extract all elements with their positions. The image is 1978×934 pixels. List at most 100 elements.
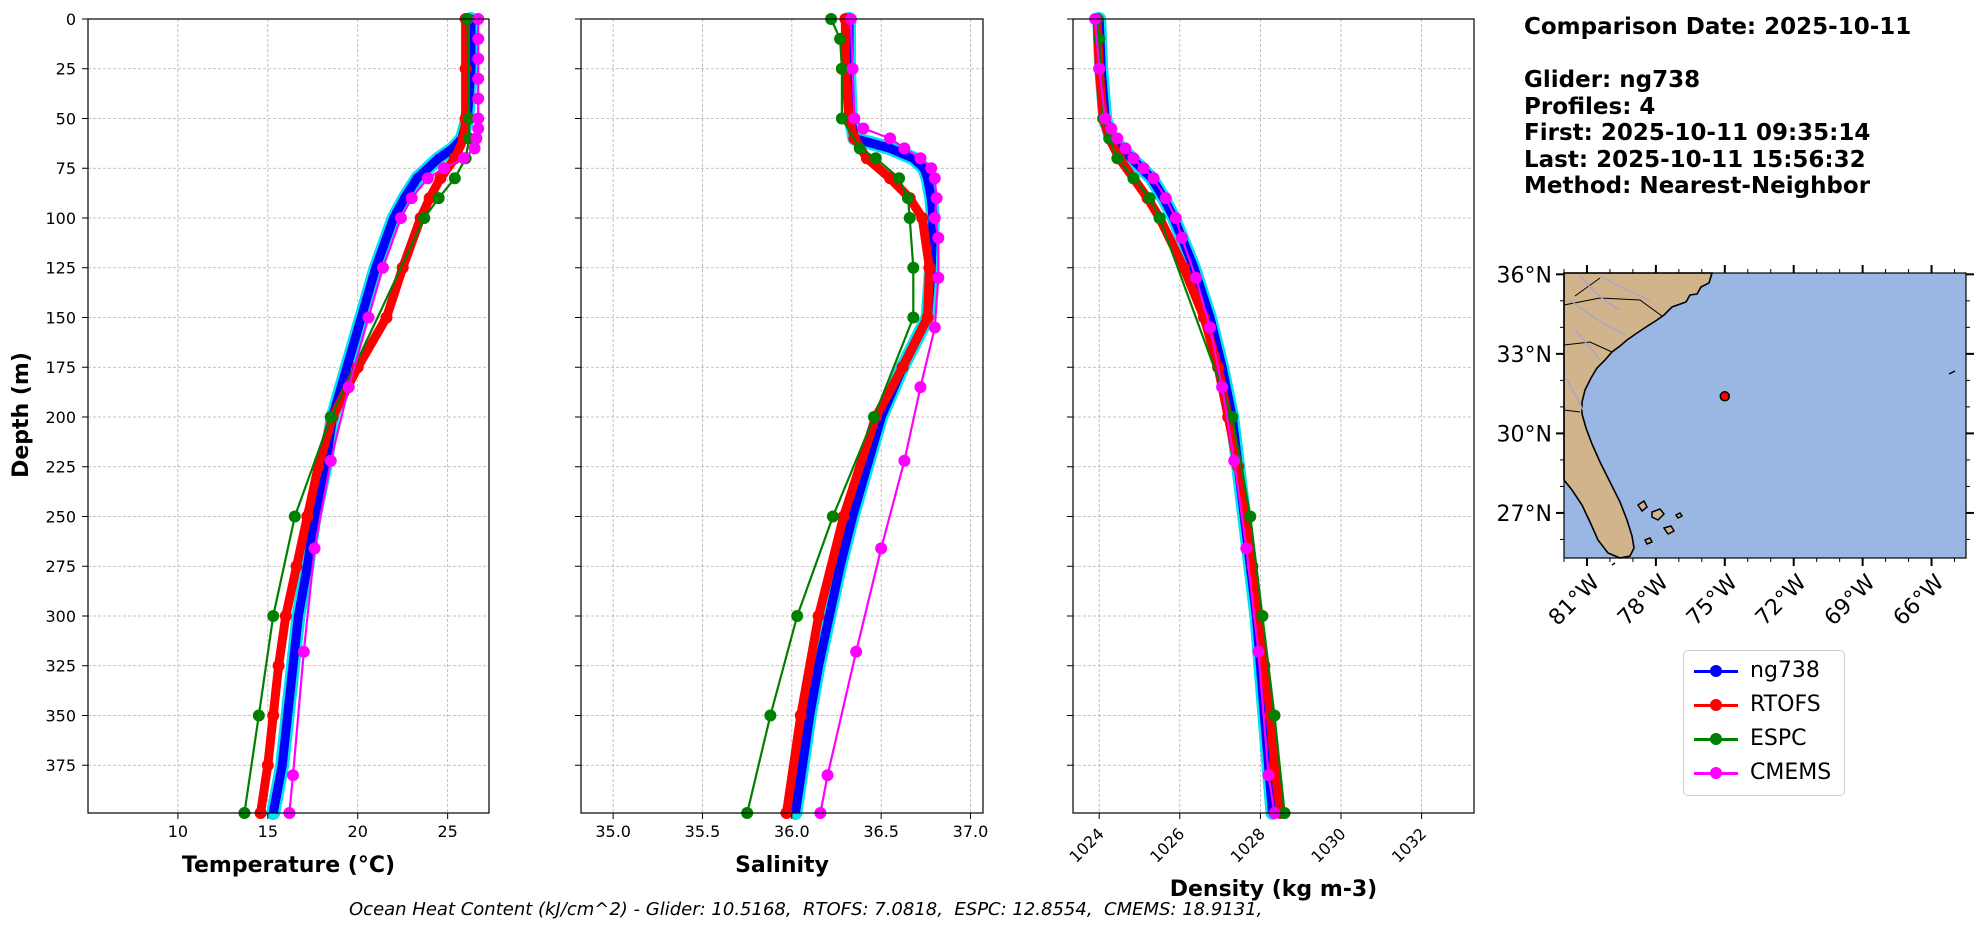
data-point: [324, 454, 337, 467]
data-point: [362, 311, 375, 324]
data-point: [1153, 211, 1166, 224]
map-land: [1563, 272, 1714, 559]
y-tick-label: 375: [45, 756, 76, 775]
data-point: [903, 211, 916, 224]
series-line: [288, 19, 480, 814]
data-point: [432, 192, 445, 205]
y-tick-label: 250: [45, 507, 76, 526]
axes-frame: [87, 18, 490, 814]
data-point: [457, 152, 470, 165]
series-line: [1094, 18, 1277, 814]
data-point: [794, 709, 807, 722]
series-line: [268, 19, 476, 814]
data-point: [1262, 769, 1275, 782]
data-point: [1216, 381, 1229, 394]
series-line-outline: [266, 12, 478, 820]
data-point: [875, 542, 888, 555]
data-point: [297, 645, 310, 658]
x-tick-label: 35.0: [595, 822, 631, 841]
data-point: [1147, 172, 1160, 185]
comparison-date: Comparison Date: 2025-10-11: [1524, 14, 1912, 40]
y-tick-label: 325: [45, 657, 76, 676]
x-axis-label: Salinity: [735, 853, 829, 878]
comparison-info: Comparison Date: 2025-10-11 Glider: ng73…: [1524, 14, 1911, 200]
data-point: [286, 769, 299, 782]
legend-label: RTOFS: [1750, 692, 1821, 717]
data-point: [1240, 542, 1253, 555]
data-point: [261, 759, 274, 772]
y-tick-label: 25: [56, 60, 76, 79]
y-tick-label: 200: [45, 408, 76, 427]
legend-entry-espc: ESPC: [1694, 725, 1844, 755]
data-point: [472, 92, 485, 105]
data-point: [312, 460, 325, 473]
data-point: [1137, 162, 1150, 175]
data-point: [438, 162, 451, 175]
data-point: [376, 261, 389, 274]
x-tick-label: 35.5: [685, 822, 721, 841]
data-point: [288, 510, 301, 523]
data-point: [1226, 410, 1239, 423]
y-tick-label: 175: [45, 358, 76, 377]
data-point: [459, 62, 472, 75]
y-tick-label: 50: [56, 109, 76, 128]
data-point: [907, 311, 920, 324]
data-point: [853, 142, 866, 155]
data-point: [791, 609, 804, 622]
data-point: [308, 542, 321, 555]
data-point: [812, 609, 825, 622]
data-point: [472, 32, 485, 45]
map-islands: [1611, 499, 1684, 566]
data-point: [472, 112, 485, 125]
y-tick-label: 75: [56, 159, 76, 178]
data-point: [884, 172, 897, 185]
grid: [1073, 18, 1474, 813]
last-profile-time: Last: 2025-10-11 15:56:32: [1524, 146, 1866, 173]
map-bermuda: [1948, 370, 1956, 375]
y-axis-label: Depth (m): [9, 352, 34, 478]
legend: ng738 RTOFS ESPC CMEMS: [1683, 650, 1845, 796]
glider-position-marker: [1719, 391, 1731, 402]
legend-entry-cmems: CMEMS: [1694, 759, 1844, 789]
data-point: [290, 560, 303, 573]
x-axis-label: Density (kg m-3): [1170, 877, 1378, 902]
data-point: [837, 510, 850, 523]
data-point: [1119, 142, 1132, 155]
data-point: [925, 186, 935, 196]
data-point: [914, 152, 927, 165]
legend-marker: [1710, 665, 1722, 677]
y-tick-label: 275: [45, 557, 76, 576]
x-tick-label: 1030: [1307, 824, 1349, 866]
panel-2: 35.0 35.5 36.0 36.5 37.0 Salinity: [575, 12, 988, 878]
data-point: [1099, 112, 1112, 125]
data-point: [835, 62, 848, 75]
data-point: [1127, 172, 1140, 185]
data-point: [932, 231, 945, 244]
x-tick-label: 25: [437, 822, 457, 841]
data-point: [857, 122, 870, 135]
y-tick-label: 100: [45, 209, 76, 228]
data-point: [324, 410, 337, 423]
data-point: [272, 659, 285, 672]
x-tick-label: 36.0: [774, 822, 810, 841]
data-point: [1111, 152, 1124, 165]
data-point: [279, 609, 292, 622]
y-tick-label: 125: [45, 259, 76, 278]
data-point: [1093, 32, 1106, 45]
series-espc: [741, 13, 920, 819]
data-point: [269, 802, 279, 812]
grid: [581, 18, 983, 813]
data-point: [1159, 192, 1172, 205]
data-point: [925, 162, 938, 175]
data-point: [930, 192, 943, 205]
first-profile-time: First: 2025-10-11 09:35:14: [1524, 120, 1871, 146]
data-point: [898, 454, 911, 467]
data-point: [850, 645, 863, 658]
y-tick-label: 300: [45, 607, 76, 626]
map-lon-label: 69°W: [1820, 570, 1881, 631]
data-point: [928, 321, 941, 334]
series-line: [1092, 18, 1286, 814]
y-tick-label: 0: [66, 10, 76, 29]
series-cmems: [283, 13, 485, 819]
